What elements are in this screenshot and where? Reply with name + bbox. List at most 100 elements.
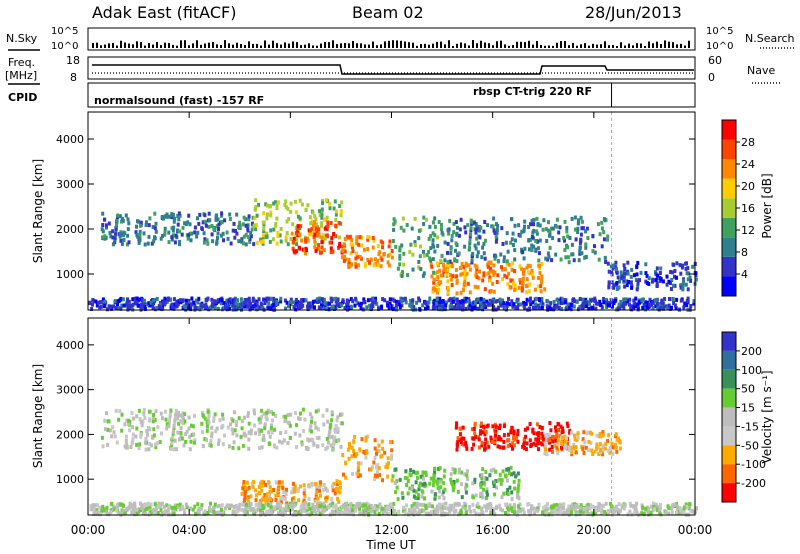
heatmap-cell — [152, 412, 156, 417]
heatmap-cell — [169, 408, 173, 413]
noise-bar — [592, 43, 594, 48]
heatmap-cell — [220, 213, 224, 218]
heatmap-cell — [392, 298, 396, 303]
heatmap-cell — [403, 475, 407, 480]
heatmap-cell — [105, 505, 109, 510]
heatmap-cell — [152, 427, 156, 432]
heatmap-cell — [400, 491, 404, 496]
heatmap-cell — [511, 444, 515, 449]
heatmap-cell — [486, 264, 490, 269]
heatmap-cell — [673, 269, 677, 273]
noise-bar — [468, 45, 470, 48]
heatmap-cell — [485, 487, 489, 492]
heatmap-cell — [673, 283, 677, 288]
heatmap-cell — [324, 307, 328, 311]
heatmap-cell — [534, 305, 538, 310]
heatmap-cell — [476, 250, 480, 255]
heatmap-cell — [329, 422, 332, 427]
heatmap-cell — [636, 306, 640, 311]
heatmap-cell — [673, 303, 677, 308]
heatmap-cell — [437, 307, 441, 312]
heatmap-cell — [138, 417, 142, 422]
heatmap-cell — [466, 281, 470, 286]
heatmap-cell — [251, 298, 255, 303]
heatmap-cell — [638, 299, 642, 304]
heatmap-cell — [113, 507, 117, 512]
heatmap-cell — [387, 306, 391, 311]
heatmap-cell — [444, 303, 448, 308]
heatmap-cell — [243, 498, 246, 503]
heatmap-cell — [373, 473, 377, 478]
heatmap-cell — [289, 209, 293, 214]
heatmap-cell — [498, 423, 502, 428]
heatmap-cell — [481, 278, 485, 283]
heatmap-cell — [136, 234, 140, 239]
heatmap-cell — [358, 506, 361, 511]
heatmap-cell — [142, 231, 146, 236]
heatmap-cell — [152, 298, 156, 303]
heatmap-cell — [462, 265, 466, 270]
heatmap-cell — [601, 443, 605, 448]
heatmap-cell — [443, 240, 447, 245]
heatmap-cell — [540, 274, 544, 279]
heatmap-cell — [457, 512, 461, 517]
colorbar-tick-label: 50 — [741, 383, 755, 396]
heatmap-cell — [135, 224, 138, 229]
heatmap-cell — [456, 305, 460, 310]
heatmap-cell — [479, 424, 483, 429]
heatmap-cell — [554, 438, 558, 443]
heatmap-cell — [517, 285, 521, 290]
heatmap-cell — [283, 202, 287, 207]
heatmap-cell — [463, 269, 467, 274]
heatmap-cell — [262, 211, 266, 216]
heatmap-cell — [268, 434, 272, 439]
heatmap-cell — [437, 303, 441, 308]
heatmap-cell — [126, 242, 129, 247]
heatmap-cell — [116, 213, 120, 218]
heatmap-cell — [137, 240, 141, 245]
heatmap-cell — [334, 296, 337, 301]
heatmap-cell — [610, 441, 614, 446]
heatmap-cell — [268, 493, 272, 498]
heatmap-cell — [482, 424, 486, 429]
heatmap-cell — [314, 499, 318, 504]
heatmap-cell — [467, 263, 471, 268]
heatmap-cell — [380, 439, 384, 444]
heatmap-cell — [547, 220, 550, 225]
heatmap-cell — [259, 508, 262, 513]
heatmap-cell — [293, 484, 297, 489]
heatmap-cell — [593, 299, 597, 304]
heatmap-cell — [584, 300, 588, 305]
heatmap-cell — [450, 238, 454, 243]
heatmap-cell — [441, 273, 445, 278]
heatmap-cell — [412, 494, 416, 499]
heatmap-cell — [563, 238, 566, 243]
heatmap-cell — [460, 495, 464, 500]
heatmap-cell — [590, 305, 594, 310]
heatmap-cell — [246, 414, 250, 418]
heatmap-cell — [257, 297, 261, 302]
heatmap-cell — [604, 298, 608, 303]
heatmap-cell — [365, 305, 369, 310]
heatmap-cell — [187, 298, 191, 303]
heatmap-cell — [607, 433, 611, 438]
heatmap-cell — [281, 510, 285, 515]
heatmap-cell — [325, 445, 329, 450]
heatmap-cell — [209, 305, 213, 310]
heatmap-cell — [512, 281, 515, 286]
heatmap-cell — [647, 276, 651, 281]
heatmap-cell — [207, 414, 211, 418]
heatmap-cell — [659, 502, 662, 507]
heatmap-cell — [175, 447, 179, 452]
heatmap-cell — [475, 236, 479, 241]
heatmap-cell — [176, 222, 180, 227]
heatmap-cell — [343, 511, 346, 516]
heatmap-cell — [564, 439, 568, 444]
heatmap-cell — [339, 485, 342, 490]
heatmap-cell — [433, 305, 437, 310]
x-tick-label: 00:00 — [71, 523, 106, 537]
heatmap-cell — [207, 420, 211, 425]
heatmap-cell — [425, 217, 428, 222]
heatmap-cell — [341, 298, 345, 303]
noise-bar — [384, 41, 386, 48]
